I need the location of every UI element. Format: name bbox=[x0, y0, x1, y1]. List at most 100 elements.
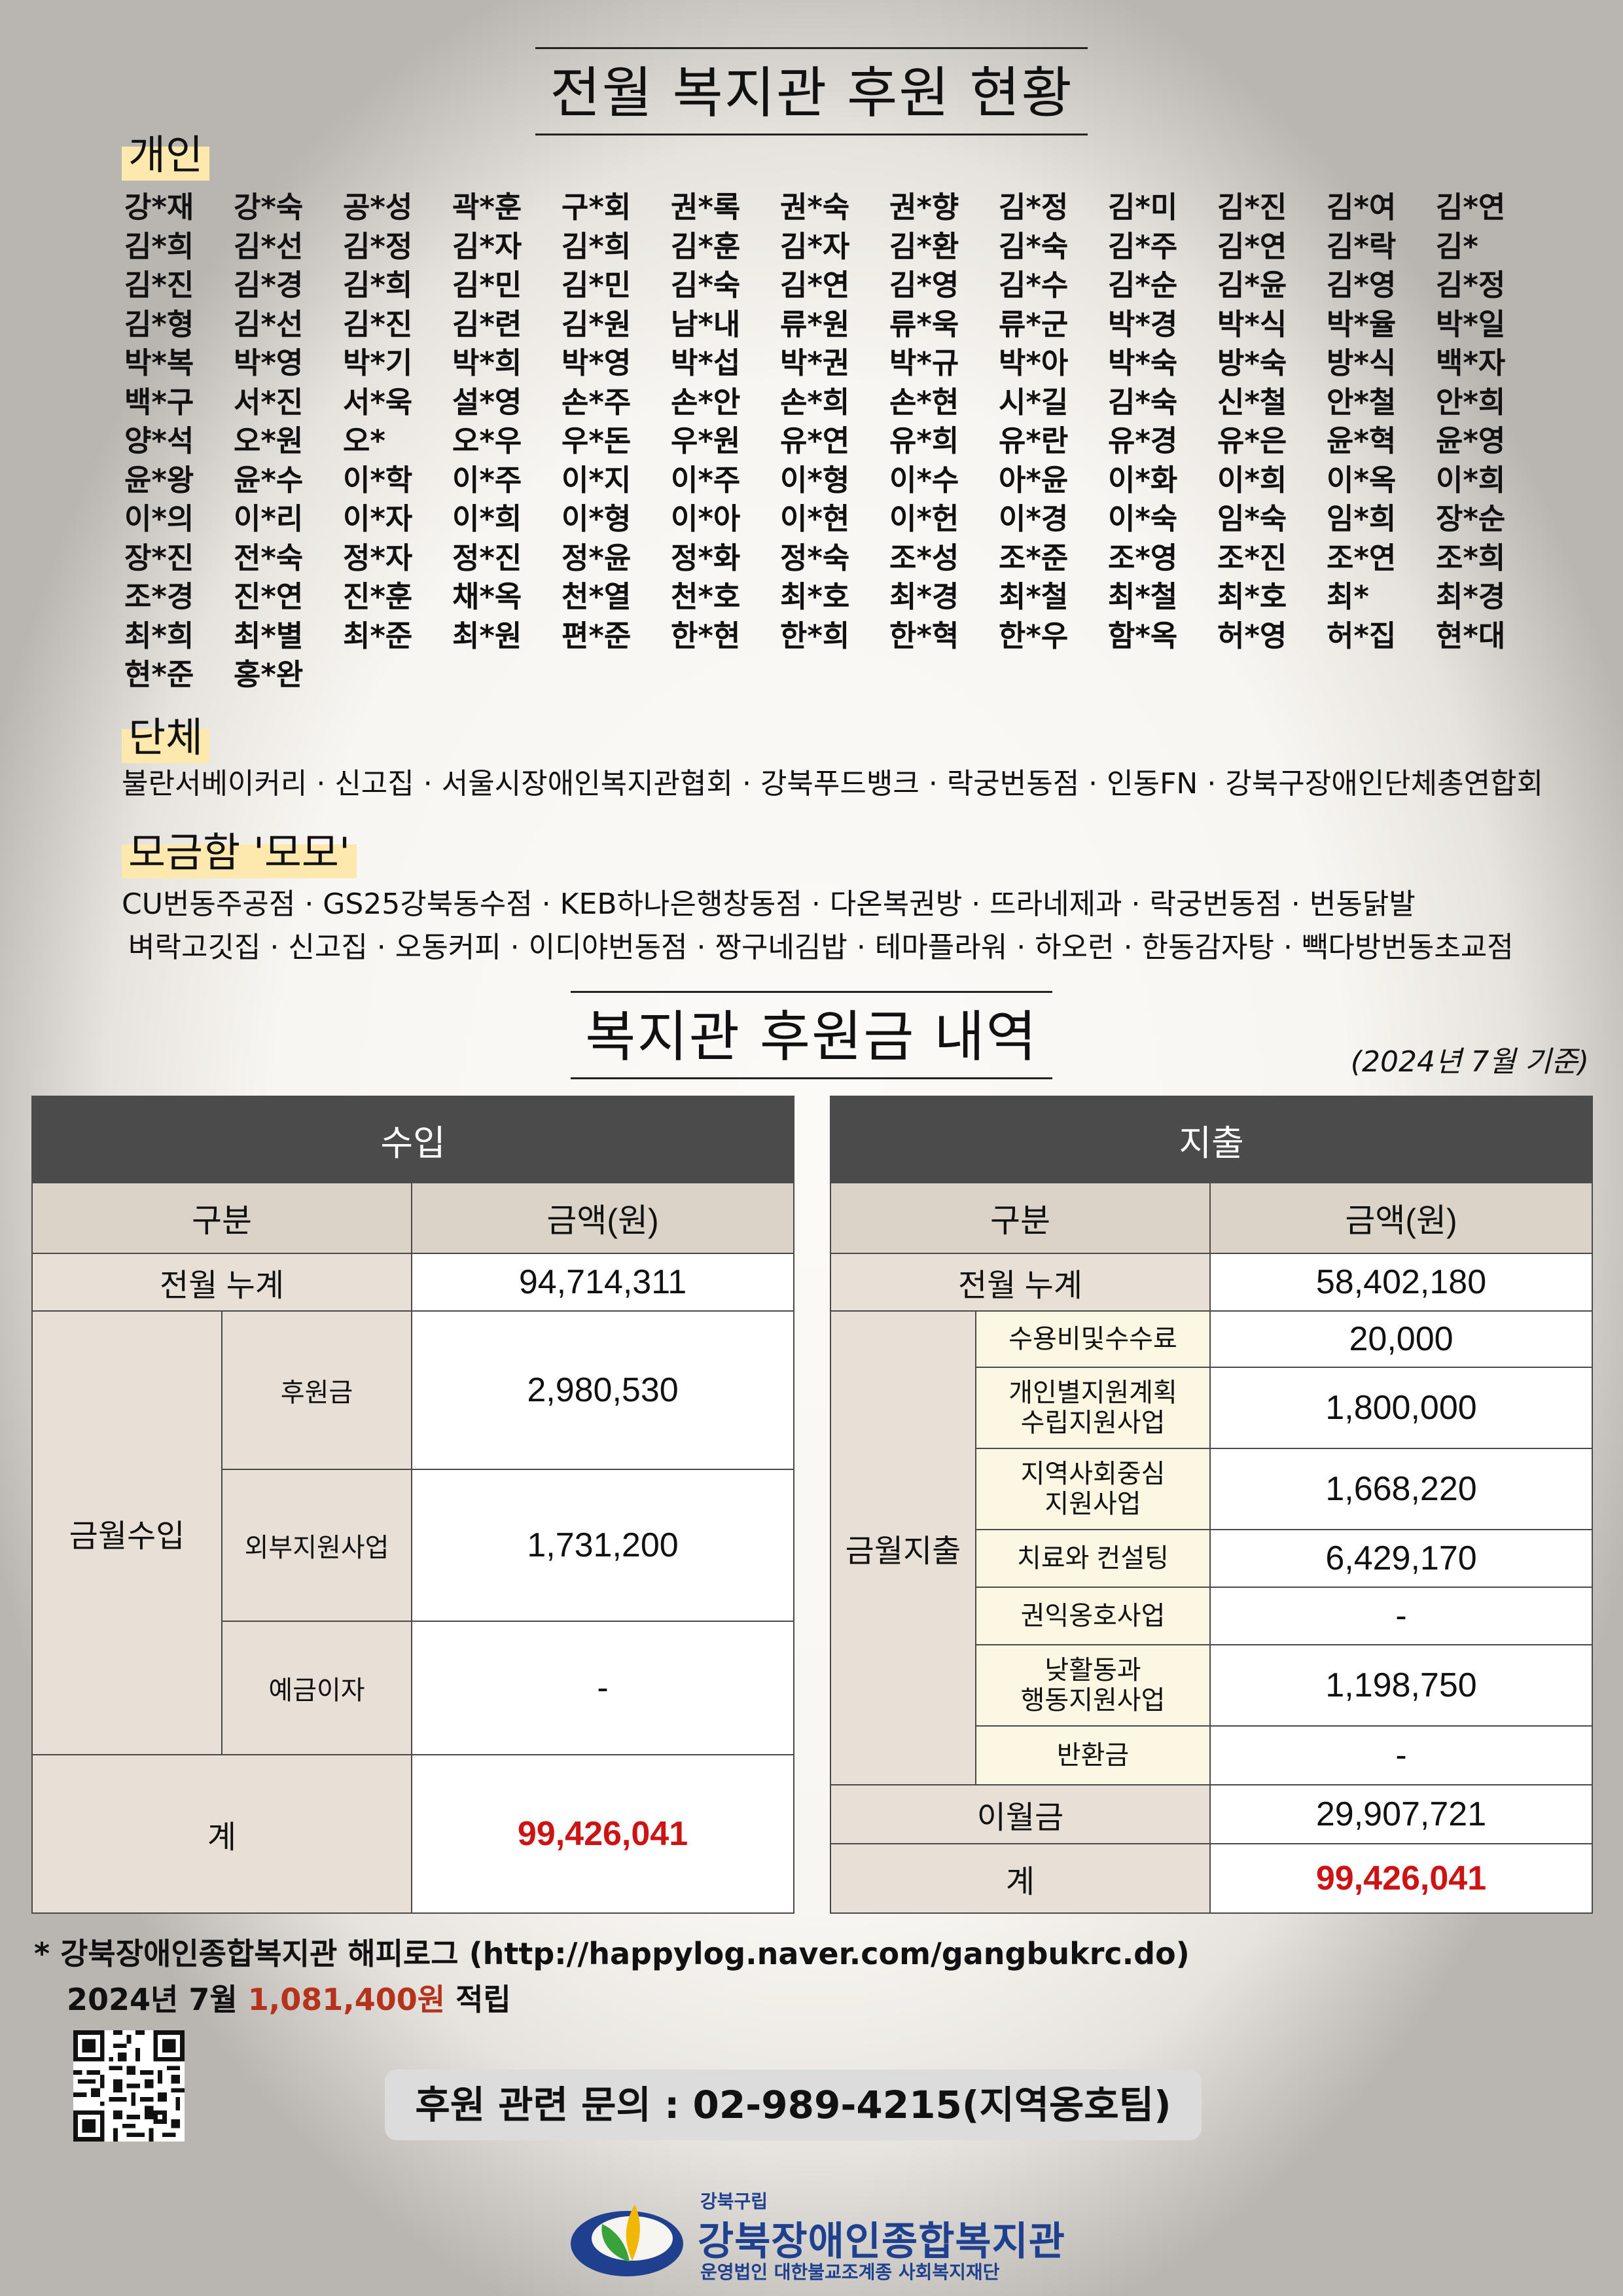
donor-name: 장*순 bbox=[1436, 501, 1506, 536]
finance-title: 복지관 후원금 내역 bbox=[0, 991, 1623, 1079]
income-item-value: 1,731,200 bbox=[410, 1469, 795, 1622]
donor-name: 김*련 bbox=[452, 306, 522, 342]
income-header: 수입 bbox=[31, 1096, 795, 1183]
donor-name: 신*철 bbox=[1217, 384, 1287, 420]
date-note: (2024년 7월 기준) bbox=[1350, 1045, 1589, 1079]
donor-name: 정*윤 bbox=[562, 540, 632, 575]
happylog-suffix: 적립 bbox=[455, 1982, 511, 2017]
donor-name: 류*욱 bbox=[889, 306, 959, 342]
donor-name: 유*란 bbox=[999, 423, 1069, 458]
donor-name: 류*원 bbox=[780, 306, 850, 342]
donor-name: 김*자 bbox=[780, 228, 850, 264]
donor-name: 박*규 bbox=[889, 346, 959, 380]
donor-name: 김*정 bbox=[999, 190, 1069, 224]
expense-item-value: - bbox=[1209, 1725, 1594, 1785]
donor-name: 박*영 bbox=[562, 346, 632, 380]
donor-name: 이*희 bbox=[1436, 462, 1506, 497]
donor-name: 김*진 bbox=[343, 306, 413, 342]
donor-name: 이*지 bbox=[562, 462, 632, 497]
donor-name: 권*향 bbox=[889, 190, 959, 224]
donor-name: 손*안 bbox=[671, 384, 741, 420]
happylog-amount-line: 2024년 7월 1,081,400원 적립 bbox=[34, 1977, 1190, 2022]
welfare-center-logo-icon bbox=[571, 2204, 683, 2276]
donor-name: 이*희 bbox=[1217, 462, 1287, 497]
logo-small-text: 강북구립 bbox=[700, 2191, 768, 2212]
logo-name: 강북장애인종합복지관 bbox=[698, 2219, 1065, 2265]
donor-name: 조*연 bbox=[1327, 540, 1397, 575]
donor-name: 이*화 bbox=[1108, 462, 1178, 497]
donor-name: 박*권 bbox=[780, 346, 850, 380]
donor-name: 손*주 bbox=[562, 384, 632, 420]
donor-name: 한*혁 bbox=[889, 618, 959, 653]
donor-name: 우*돈 bbox=[562, 423, 632, 458]
donation-box-line-1: CU번동주공점 · GS25강북동수점 · KEB하나은행창동점 · 다온복권방… bbox=[122, 888, 1416, 921]
donor-name: 조*경 bbox=[124, 579, 194, 614]
donor-name: 이*아 bbox=[671, 501, 741, 536]
donor-name: 이*의 bbox=[124, 501, 194, 536]
donor-name: 조*영 bbox=[1108, 540, 1178, 575]
expense-header: 지출 bbox=[829, 1096, 1594, 1183]
donor-name: 방*숙 bbox=[1217, 346, 1287, 380]
donor-name: 이*자 bbox=[343, 501, 413, 536]
donor-name: 김*주 bbox=[1108, 228, 1178, 264]
donor-name: 진*훈 bbox=[343, 579, 413, 614]
donor-name: 김*자 bbox=[452, 228, 522, 264]
donor-name: 김*선 bbox=[234, 228, 304, 264]
income-prev-value: 94,714,311 bbox=[410, 1253, 795, 1312]
happylog-link-line[interactable]: * 강북장애인종합복지관 해피로그 (http://happylog.naver… bbox=[34, 1936, 1190, 1971]
expense-carry-value: 29,907,721 bbox=[1209, 1784, 1594, 1844]
donor-name: 김*연 bbox=[1436, 190, 1506, 224]
donor-name: 김*숙 bbox=[999, 228, 1069, 264]
income-total-label: 계 bbox=[31, 1754, 412, 1914]
donor-name: 유*은 bbox=[1217, 423, 1287, 458]
donor-name: 시*길 bbox=[999, 384, 1069, 420]
donor-name: 김*영 bbox=[1327, 268, 1397, 302]
donor-name: 최*경 bbox=[1436, 579, 1506, 614]
donor-name: 박*일 bbox=[1436, 306, 1506, 342]
donor-name: 양*석 bbox=[124, 423, 194, 458]
donor-name: 김*민 bbox=[452, 268, 522, 302]
happylog-footnote: * 강북장애인종합복지관 해피로그 (http://happylog.naver… bbox=[34, 1931, 1190, 2022]
donor-name: 함*옥 bbox=[1108, 618, 1178, 653]
donation-box-line-2: 벼락고깃집 · 신고집 · 오동커피 · 이디야번동점 · 짱구네김밥 · 테마… bbox=[128, 931, 1514, 964]
donor-name: 김*락 bbox=[1327, 228, 1397, 264]
donor-name: 최*희 bbox=[124, 618, 194, 653]
donor-name: 최* bbox=[1327, 579, 1369, 614]
donor-name: 김*영 bbox=[889, 268, 959, 302]
group-heading: 단체 bbox=[122, 704, 210, 763]
donor-name: 현*대 bbox=[1436, 618, 1506, 653]
donor-name: 김*환 bbox=[889, 228, 959, 264]
donor-name: 허*집 bbox=[1327, 618, 1397, 653]
income-item-label: 예금이자 bbox=[221, 1621, 412, 1755]
donor-name: 오* bbox=[343, 423, 385, 458]
donor-name: 이*주 bbox=[452, 462, 522, 497]
donor-name: 최*철 bbox=[1108, 579, 1178, 614]
donor-name: 이*현 bbox=[780, 501, 850, 536]
donor-name: 김*진 bbox=[1217, 190, 1287, 224]
donor-name: 이*학 bbox=[343, 462, 413, 497]
income-month-label: 금월수입 bbox=[31, 1310, 223, 1755]
center-logo: 강북구립 강북장애인종합복지관 운영법인 대한불교조계종 사회복지재단 bbox=[569, 2186, 1067, 2284]
donor-name: 김*희 bbox=[124, 228, 194, 264]
donor-name: 김*숙 bbox=[1108, 384, 1178, 420]
donor-name: 서*욱 bbox=[343, 384, 413, 420]
donor-name: 채*옥 bbox=[452, 579, 522, 614]
donor-name: 김*진 bbox=[124, 268, 194, 302]
donor-name: 최*철 bbox=[999, 579, 1069, 614]
expense-item-label: 치료와 컨설팅 bbox=[975, 1529, 1211, 1588]
donor-name: 안*희 bbox=[1436, 384, 1506, 420]
donor-name: 진*연 bbox=[234, 579, 304, 614]
donor-name: 백*자 bbox=[1436, 346, 1506, 380]
income-item-value: - bbox=[410, 1621, 795, 1755]
expense-month-label: 금월지출 bbox=[830, 1310, 976, 1785]
income-col-amount: 금액(원) bbox=[410, 1182, 795, 1254]
donor-name: 현*준 bbox=[124, 657, 194, 692]
donor-name: 김*원 bbox=[562, 306, 632, 342]
expense-carry-label: 이월금 bbox=[830, 1784, 1211, 1844]
donor-name: 김*희 bbox=[343, 268, 413, 302]
income-col-category: 구분 bbox=[31, 1182, 412, 1254]
donor-name: 박*율 bbox=[1327, 306, 1397, 342]
contact-banner: 후원 관련 문의 : 02-989-4215(지역옹호팀) bbox=[385, 2070, 1202, 2140]
qr-code-icon[interactable] bbox=[73, 2030, 185, 2142]
group-donor-list: 불란서베이커리 · 신고집 · 서울시장애인복지관협회 · 강북푸드뱅크 · 락… bbox=[122, 767, 1544, 800]
